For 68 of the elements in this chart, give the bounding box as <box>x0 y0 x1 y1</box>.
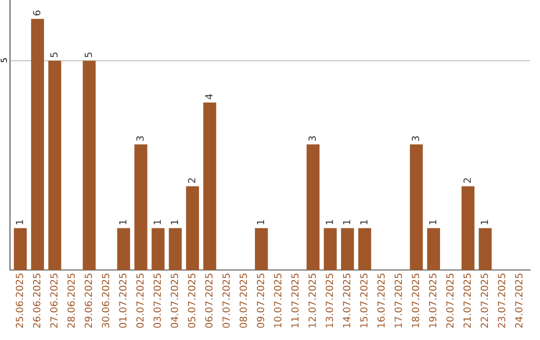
x-tick-label: 20.07.2025 <box>446 274 454 328</box>
x-tick-label: 02.07.2025 <box>136 274 144 328</box>
x-tick-label: 17.07.2025 <box>394 274 402 328</box>
x-tick-label: 22.07.2025 <box>480 274 488 328</box>
data-label: 1 <box>170 220 178 224</box>
data-label: 2 <box>188 178 196 183</box>
x-tick-label: 13.07.2025 <box>326 274 334 328</box>
x-tick-label: 16.07.2025 <box>377 274 385 328</box>
x-tick-label: 12.07.2025 <box>308 274 316 328</box>
bar <box>14 228 27 270</box>
bar <box>186 186 199 270</box>
data-label: 3 <box>412 136 420 141</box>
bar <box>48 60 62 270</box>
data-label: 2 <box>463 178 471 183</box>
bar <box>306 144 320 270</box>
bar <box>134 144 148 270</box>
data-label: 1 <box>119 220 126 224</box>
x-tick-label: 11.07.2025 <box>291 274 299 328</box>
x-tick-label: 24.07.2025 <box>515 274 522 328</box>
x-tick-label: 01.07.2025 <box>119 274 126 328</box>
bar <box>462 186 474 270</box>
x-tick-label: 04.07.2025 <box>170 274 178 328</box>
bar <box>341 228 354 270</box>
x-tick-label: 06.07.2025 <box>205 274 213 328</box>
data-label: 1 <box>480 220 488 224</box>
data-label: 1 <box>429 220 436 224</box>
data-label: 5 <box>84 52 92 58</box>
bar <box>254 228 268 270</box>
x-tick-label: 25.06.2025 <box>16 274 24 328</box>
data-label: 1 <box>326 220 333 224</box>
x-tick-label: 10.07.2025 <box>274 274 282 328</box>
x-tick-label: 07.07.2025 <box>222 274 230 328</box>
data-label: 1 <box>16 220 24 224</box>
x-tick-label: 15.07.2025 <box>360 274 368 328</box>
x-tick-label: 30.06.2025 <box>102 274 110 328</box>
bar <box>82 60 96 270</box>
data-label: 5 <box>50 52 58 58</box>
data-label: 1 <box>360 220 368 224</box>
bar <box>358 228 372 270</box>
bar <box>410 144 423 270</box>
bar <box>427 228 440 270</box>
x-tick-label: 28.06.2025 <box>67 274 75 328</box>
x-tick-label: 27.06.2025 <box>50 274 58 328</box>
bar <box>117 228 130 270</box>
bar <box>478 228 492 270</box>
x-tick-label: 23.07.2025 <box>498 274 506 328</box>
bar <box>324 228 337 270</box>
data-label: 6 <box>33 10 40 16</box>
bar <box>31 18 44 270</box>
x-tick-label: 29.06.2025 <box>84 274 92 328</box>
x-tick-label: 03.07.2025 <box>154 274 161 328</box>
data-label: 1 <box>256 220 264 224</box>
data-label: 3 <box>136 136 144 141</box>
x-tick-label: 09.07.2025 <box>256 274 264 328</box>
x-tick-label: 08.07.2025 <box>240 274 247 328</box>
bar <box>203 102 216 270</box>
x-tick-label: 05.07.2025 <box>188 274 196 328</box>
data-label: 3 <box>308 136 316 141</box>
x-tick-label: 21.07.2025 <box>463 274 471 328</box>
x-tick-label: 14.07.2025 <box>342 274 350 328</box>
data-label: 1 <box>154 220 161 224</box>
bar <box>152 228 165 270</box>
bar <box>168 228 182 270</box>
x-tick-label: 26.06.2025 <box>33 274 40 328</box>
x-tick-label: 18.07.2025 <box>412 274 420 328</box>
x-tick-label: 19.07.2025 <box>429 274 436 328</box>
data-label: 4 <box>205 94 212 100</box>
data-label: 1 <box>343 220 350 224</box>
